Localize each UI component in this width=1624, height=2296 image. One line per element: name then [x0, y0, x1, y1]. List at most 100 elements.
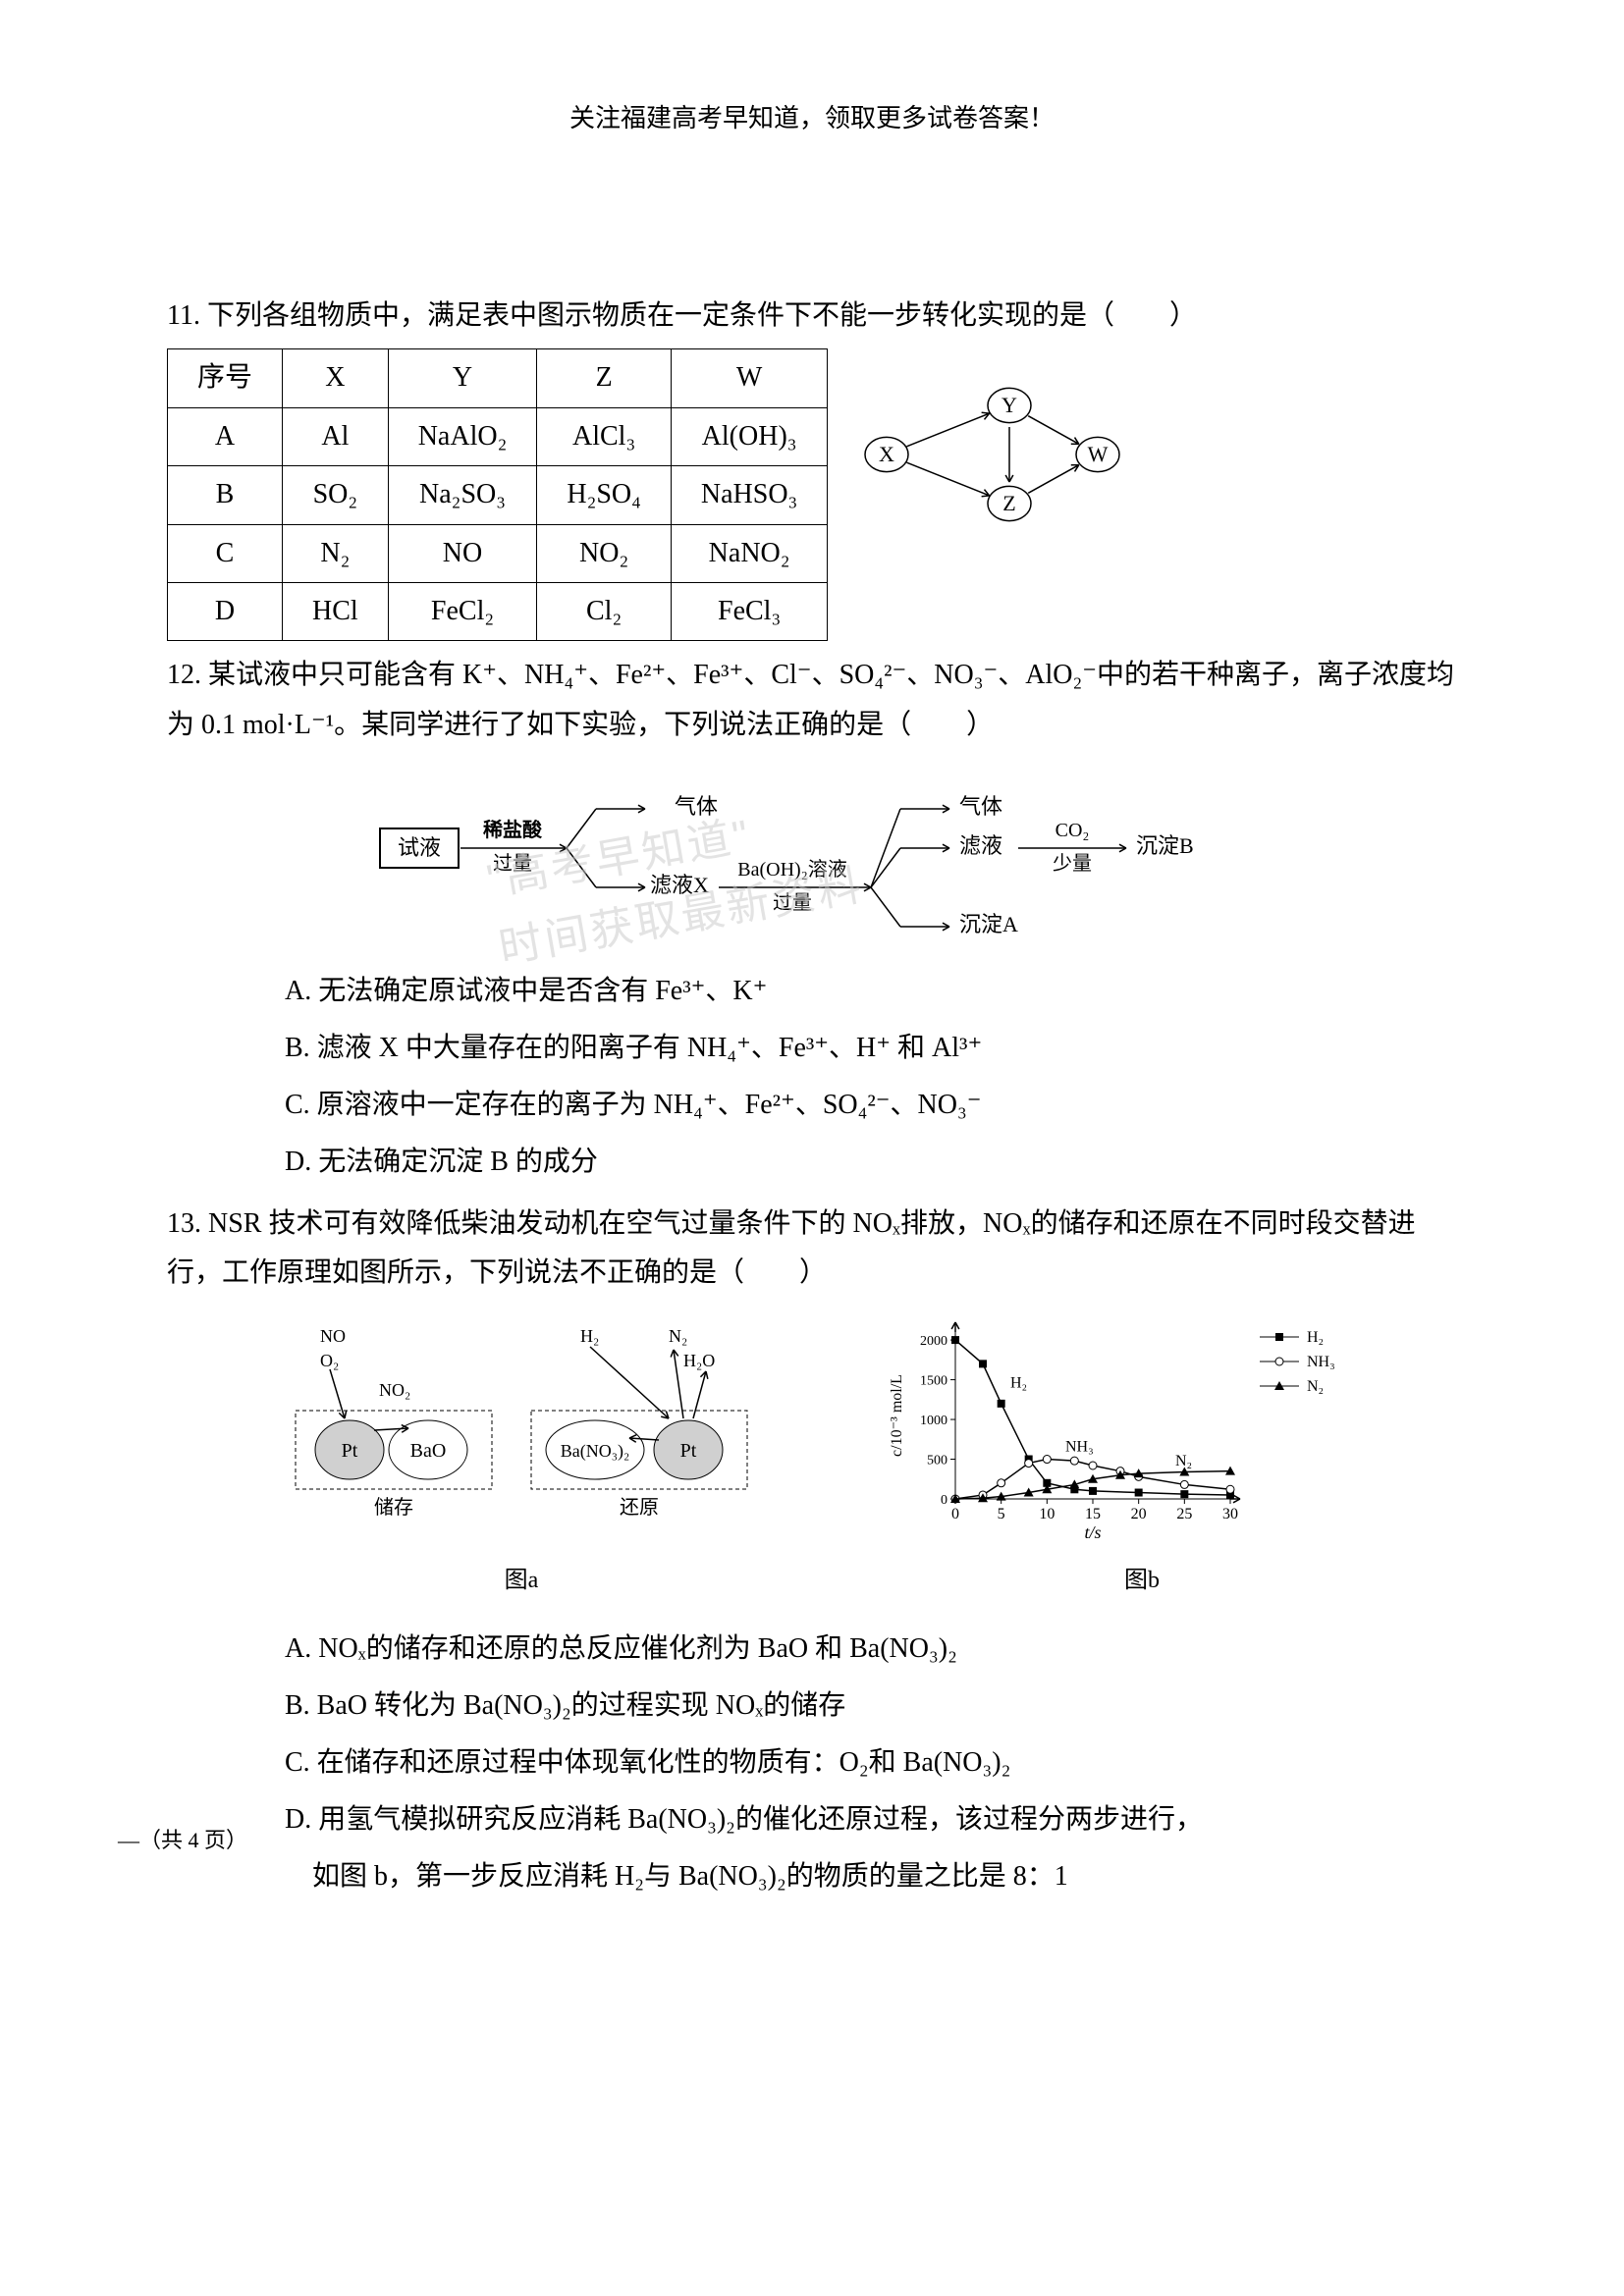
q12-text: 12. 某试液中只可能含有 K⁺、NH₄⁺、Fe²⁺、Fe³⁺、Cl⁻、SO₄²… [167, 651, 1457, 750]
q13-option-a: A. NOₓ的储存和还原的总反应催化剂为 BaO 和 Ba(NO₃)₂ [285, 1622, 1457, 1677]
svg-text:Y: Y [1001, 393, 1017, 417]
q13-figure-a: Pt BaO 储存 NO O₂ NO₂ Ba(NO₃)₂ Pt 还原 H₂ N₂ H₂O 图a [276, 1312, 767, 1602]
svg-text:2000: 2000 [920, 1334, 947, 1349]
svg-text:20: 20 [1131, 1506, 1147, 1522]
svg-text:CO₂: CO₂ [1056, 820, 1090, 841]
question-11: 11. 下列各组物质中，满足表中图示物质在一定条件下不能一步转化实现的是（ ） … [167, 292, 1457, 641]
table-cell: C [168, 524, 283, 582]
svg-text:NH₃: NH₃ [1065, 1439, 1094, 1456]
svg-text:N₂: N₂ [669, 1326, 687, 1346]
svg-text:滤液X: 滤液X [650, 873, 709, 897]
svg-text:1000: 1000 [920, 1414, 947, 1428]
svg-text:500: 500 [927, 1454, 947, 1468]
table-cell: SO₂ [283, 466, 389, 524]
svg-text:H₂O: H₂O [683, 1351, 715, 1370]
svg-text:10: 10 [1039, 1506, 1055, 1522]
svg-text:O₂: O₂ [320, 1351, 339, 1370]
svg-text:Pt: Pt [342, 1440, 358, 1462]
table-cell: D [168, 582, 283, 640]
q11-th-3: Z [537, 349, 672, 407]
svg-text:过量: 过量 [773, 891, 812, 914]
q12-flowchart: 试液稀盐酸过量气体滤液XBa(OH)₂溶液过量气体滤液沉淀ACO₂少量沉淀B [370, 760, 1254, 953]
svg-text:Ba(NO₃)₂: Ba(NO₃)₂ [561, 1441, 630, 1462]
table-cell: FeCl₂ [388, 582, 537, 640]
svg-text:1500: 1500 [920, 1374, 947, 1389]
q11-text: 11. 下列各组物质中，满足表中图示物质在一定条件下不能一步转化实现的是（ ） [167, 292, 1457, 341]
q13-options: A. NOₓ的储存和还原的总反应催化剂为 BaO 和 Ba(NO₃)₂ B. B… [167, 1622, 1457, 1904]
q13-option-d-1: D. 用氢气模拟研究反应消耗 Ba(NO₃)₂的催化还原过程，该过程分两步进行， [285, 1792, 1457, 1847]
fig-a-label: 图a [276, 1560, 767, 1602]
svg-text:25: 25 [1176, 1506, 1192, 1522]
svg-text:H₂: H₂ [1307, 1329, 1324, 1346]
svg-text:Ba(OH)₂溶液: Ba(OH)₂溶液 [737, 858, 846, 881]
svg-text:Z: Z [1003, 491, 1016, 515]
q13-option-c: C. 在储存和还原过程中体现氧化性的物质有：O₂和 Ba(NO₃)₂ [285, 1735, 1457, 1790]
svg-text:NH₃: NH₃ [1307, 1354, 1335, 1370]
question-12: 12. 某试液中只可能含有 K⁺、NH₄⁺、Fe²⁺、Fe³⁺、Cl⁻、SO₄²… [167, 651, 1457, 1189]
table-cell: NO₂ [537, 524, 672, 582]
svg-text:滤液: 滤液 [959, 833, 1002, 858]
table-cell: NaAlO₂ [388, 407, 537, 465]
table-cell: AlCl₃ [537, 407, 672, 465]
q11-th-1: X [283, 349, 389, 407]
q11-diagram: X Y Z W [857, 366, 1132, 562]
svg-text:少量: 少量 [1053, 852, 1092, 875]
svg-text:NO₂: NO₂ [379, 1380, 410, 1400]
svg-text:BaO: BaO [410, 1440, 447, 1462]
svg-text:t/s: t/s [1084, 1522, 1101, 1538]
svg-text:沉淀B: 沉淀B [1136, 833, 1194, 858]
svg-text:5: 5 [998, 1506, 1005, 1522]
q13-option-b: B. BaO 转化为 Ba(NO₃)₂的过程实现 NOₓ的储存 [285, 1679, 1457, 1734]
page-header: 关注福建高考早知道，领取更多试卷答案！ [167, 98, 1457, 134]
svg-text:气体: 气体 [959, 794, 1002, 819]
svg-text:过量: 过量 [493, 852, 532, 875]
table-cell: Na₂SO₃ [388, 466, 537, 524]
q11-th-0: 序号 [168, 349, 283, 407]
table-cell: Cl₂ [537, 582, 672, 640]
table-cell: FeCl₃ [671, 582, 827, 640]
svg-text:H₂: H₂ [580, 1326, 599, 1346]
svg-text:还原: 还原 [620, 1496, 659, 1519]
q13-option-d-2: 如图 b，第一步反应消耗 H₂与 Ba(NO₃)₂的物质的量之比是 8：1 [285, 1849, 1457, 1904]
q12-options: A. 无法确定原试液中是否含有 Fe³⁺、K⁺ B. 滤液 X 中大量存在的阳离… [167, 964, 1457, 1190]
table-cell: NaHSO₃ [671, 466, 827, 524]
svg-text:试液: 试液 [398, 835, 441, 860]
q13-figure-b: 0 5 10 15 20 25 30 0 500 1000 1500 2000 t/s c/10⁻³ mo… [887, 1312, 1397, 1602]
svg-text:沉淀A: 沉淀A [959, 912, 1018, 936]
table-cell: N₂ [283, 524, 389, 582]
svg-text:W: W [1088, 442, 1109, 466]
fig-b-label: 图b [887, 1560, 1397, 1602]
table-cell: NaNO₂ [671, 524, 827, 582]
q12-option-d: D. 无法确定沉淀 B 的成分 [285, 1135, 1457, 1190]
q12-option-c: C. 原溶液中一定存在的离子为 NH₄⁺、Fe²⁺、SO₄²⁻、NO₃⁻ [285, 1078, 1457, 1133]
svg-text:Pt: Pt [680, 1440, 697, 1462]
svg-text:c/10⁻³ mol/L: c/10⁻³ mol/L [889, 1374, 905, 1457]
svg-text:N₂: N₂ [1175, 1453, 1192, 1469]
q12-option-b: B. 滤液 X 中大量存在的阳离子有 NH₄⁺、Fe³⁺、H⁺ 和 Al³⁺ [285, 1021, 1457, 1076]
svg-text:气体: 气体 [675, 794, 718, 819]
table-cell: HCl [283, 582, 389, 640]
page-footer: —（共 4 页） [118, 1823, 247, 1854]
table-cell: Al(OH)₃ [671, 407, 827, 465]
table-cell: NO [388, 524, 537, 582]
svg-text:0: 0 [951, 1506, 959, 1522]
q13-text: 13. NSR 技术可有效降低柴油发动机在空气过量条件下的 NOₓ排放，NOₓ的… [167, 1200, 1457, 1299]
svg-text:N₂: N₂ [1307, 1378, 1324, 1395]
question-13: 13. NSR 技术可有效降低柴油发动机在空气过量条件下的 NOₓ排放，NOₓ的… [167, 1200, 1457, 1904]
svg-text:30: 30 [1222, 1506, 1238, 1522]
q11-th-2: Y [388, 349, 537, 407]
table-cell: A [168, 407, 283, 465]
svg-text:0: 0 [941, 1493, 947, 1508]
q11-th-4: W [671, 349, 827, 407]
svg-text:稀盐酸: 稀盐酸 [483, 818, 543, 841]
svg-text:储存: 储存 [374, 1496, 413, 1519]
svg-text:NO: NO [320, 1326, 346, 1346]
svg-text:X: X [879, 442, 894, 466]
q11-table: 序号 X Y Z W AAlNaAlO₂AlCl₃Al(OH)₃ BSO₂Na₂… [167, 348, 828, 641]
table-cell: H₂SO₄ [537, 466, 672, 524]
svg-text:15: 15 [1085, 1506, 1101, 1522]
table-cell: B [168, 466, 283, 524]
table-cell: Al [283, 407, 389, 465]
q12-option-a: A. 无法确定原试液中是否含有 Fe³⁺、K⁺ [285, 964, 1457, 1019]
svg-text:H₂: H₂ [1010, 1375, 1027, 1392]
